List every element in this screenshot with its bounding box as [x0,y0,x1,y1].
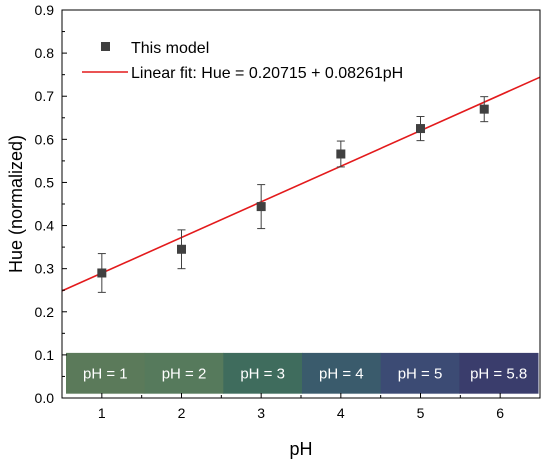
x-axis-title: pH [289,439,312,459]
ph-swatch-label: pH = 2 [162,365,207,382]
x-tick-label: 5 [417,405,425,421]
axis-ticks-group: 1 2 3 4 5 6 0.0 0.1 0.2 0.3 0.4 0.5 0.6 0.7 0.8 0.9 [35,2,541,421]
data-point [97,268,107,278]
x-tick-label: 2 [178,405,186,421]
data-point [177,244,186,254]
ph-swatch-label: pH = 1 [83,365,128,382]
x-tick-label: 3 [257,405,265,421]
ph-swatch [302,352,382,394]
ph-swatch-label: pH = 4 [319,365,364,382]
y-axis-title: Hue (normalized) [6,135,26,273]
fit-line-group [61,76,541,292]
y-tick-label: 0.4 [35,218,55,234]
data-point [256,202,266,212]
ph-swatch [223,352,303,394]
x-tick-label: 1 [98,405,106,421]
y-tick-label: 0.3 [35,261,55,277]
y-tick-label: 0.9 [35,2,55,18]
data-point [479,104,489,114]
y-tick-label: 0.7 [35,88,55,104]
legend-label-this-model: This model [131,40,209,57]
x-tick-label: 6 [496,405,504,421]
ph-color-swatch-strip: pH = 1 pH = 2 pH = 3 pH = 4 pH = 5 pH = 5.8 [66,352,539,394]
legend-label-linear-fit: Linear fit: Hue = 0.20715 + 0.08261pH [131,65,403,82]
data-point [416,124,425,134]
y-tick-label: 0.2 [35,304,55,320]
x-tick-label: 4 [337,405,345,421]
linear-fit-line [61,76,541,292]
ph-swatch [144,352,224,394]
ph-swatch-label: pH = 5 [398,365,443,382]
y-tick-label: 0.8 [35,45,55,61]
ph-swatch [380,352,460,394]
ph-swatch-label: pH = 5.8 [470,365,527,382]
ph-swatch [459,352,539,394]
y-tick-label: 0.1 [35,347,55,363]
y-tick-label: 0.5 [35,174,55,190]
data-point [336,149,346,159]
y-tick-label: 0.6 [35,131,55,147]
legend-marker-this-model [101,42,110,51]
ph-swatch [66,352,146,394]
ph-swatch-label: pH = 3 [240,365,285,382]
legend: This model Linear fit: Hue = 0.20715 + 0… [82,40,403,82]
y-tick-label: 0.0 [35,390,55,406]
data-points-group [97,96,489,293]
